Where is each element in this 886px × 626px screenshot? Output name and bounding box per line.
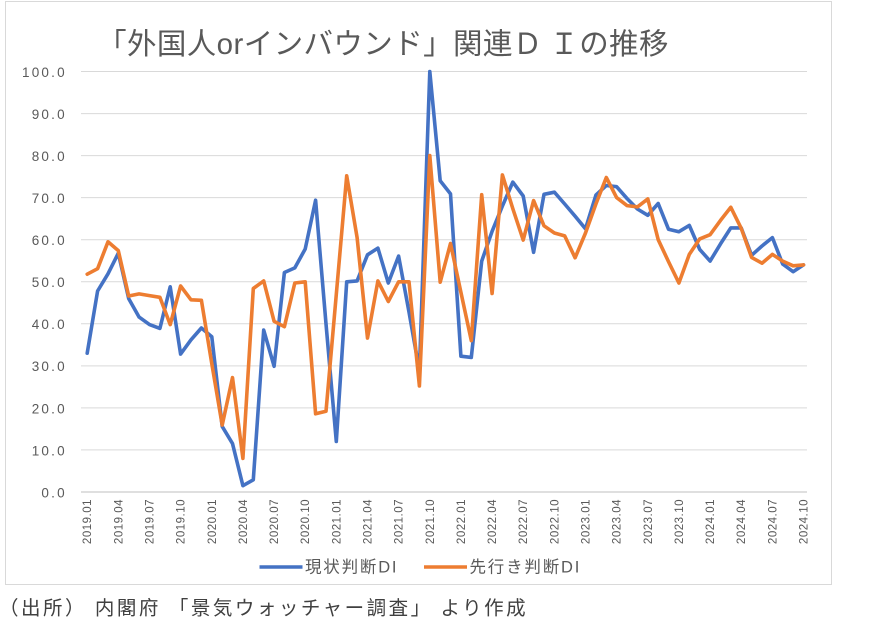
- svg-text:40.0: 40.0: [32, 317, 67, 332]
- svg-text:2024.01: 2024.01: [705, 499, 717, 544]
- svg-text:2024.04: 2024.04: [736, 499, 748, 544]
- svg-text:先行き判断DI: 先行き判断DI: [470, 558, 582, 577]
- svg-text:2021.07: 2021.07: [394, 499, 406, 544]
- svg-text:2019.07: 2019.07: [145, 499, 157, 544]
- svg-text:2023.01: 2023.01: [581, 499, 593, 544]
- svg-text:2019.04: 2019.04: [113, 499, 125, 544]
- svg-text:0.0: 0.0: [41, 485, 66, 500]
- svg-text:20.0: 20.0: [32, 401, 67, 416]
- svg-text:80.0: 80.0: [32, 149, 67, 164]
- svg-text:「外国人orインバウンド」関連ＤＩの推移: 「外国人orインバウンド」関連ＤＩの推移: [97, 28, 669, 61]
- svg-text:現状判断DI: 現状判断DI: [305, 558, 398, 577]
- svg-text:100.0: 100.0: [22, 65, 67, 80]
- svg-text:（出所） 内閣府 「景気ウォッチャー調査」 より作成: （出所） 内閣府 「景気ウォッチャー調査」 より作成: [0, 598, 528, 620]
- svg-text:2020.01: 2020.01: [207, 499, 219, 544]
- svg-text:2022.10: 2022.10: [549, 499, 561, 544]
- svg-text:2020.04: 2020.04: [238, 499, 250, 544]
- svg-text:2021.04: 2021.04: [363, 499, 375, 544]
- svg-text:2024.10: 2024.10: [799, 499, 811, 544]
- svg-text:2023.07: 2023.07: [643, 499, 655, 544]
- svg-text:2022.04: 2022.04: [487, 499, 499, 544]
- svg-text:2024.07: 2024.07: [767, 499, 779, 544]
- svg-text:2021.01: 2021.01: [331, 499, 343, 544]
- svg-text:60.0: 60.0: [32, 233, 67, 248]
- svg-text:2021.10: 2021.10: [425, 499, 437, 544]
- svg-text:2019.01: 2019.01: [82, 499, 94, 544]
- svg-text:70.0: 70.0: [32, 191, 67, 206]
- svg-text:50.0: 50.0: [32, 275, 67, 290]
- svg-text:2022.07: 2022.07: [518, 499, 530, 544]
- svg-text:2022.01: 2022.01: [456, 499, 468, 544]
- svg-text:2023.04: 2023.04: [612, 499, 624, 544]
- svg-text:2023.10: 2023.10: [674, 499, 686, 544]
- svg-text:30.0: 30.0: [32, 359, 67, 374]
- svg-text:2020.07: 2020.07: [269, 499, 281, 544]
- svg-text:2020.10: 2020.10: [300, 499, 312, 544]
- svg-text:90.0: 90.0: [32, 107, 67, 122]
- svg-text:2019.10: 2019.10: [176, 499, 188, 544]
- svg-text:10.0: 10.0: [32, 443, 67, 458]
